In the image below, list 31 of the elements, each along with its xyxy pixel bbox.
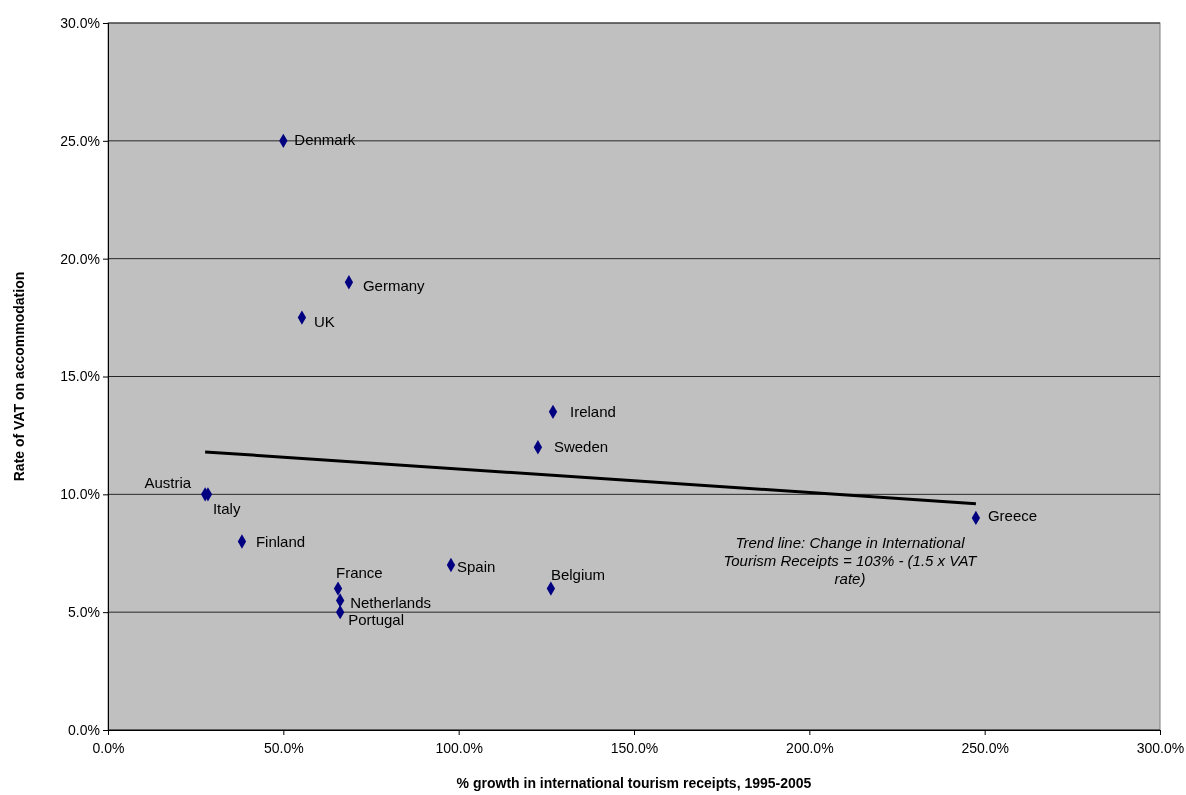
y-tick-label: 5.0% bbox=[68, 604, 100, 621]
x-tick-label: 150.0% bbox=[610, 740, 659, 757]
x-tick-label: 0.0% bbox=[92, 740, 125, 757]
annotation: Trend line: Change in International Tourism Receipts = 103% - (1.5 x VAT rate) bbox=[723, 534, 979, 587]
y-tick-label: 15.0% bbox=[60, 368, 100, 385]
x-tick-label: 100.0% bbox=[435, 740, 483, 757]
y-tick-label: 10.0% bbox=[60, 486, 100, 503]
annotation: Spain bbox=[456, 558, 496, 576]
annotation: Netherlands bbox=[350, 593, 432, 611]
x-tick-label: 50.0% bbox=[263, 740, 304, 757]
annotation: Sweden bbox=[553, 438, 609, 456]
annotation: Portugal bbox=[348, 611, 405, 629]
y-tick-label: 25.0% bbox=[60, 132, 100, 149]
x-axis-title: % growth in international tourism receipts, 1995-2005 bbox=[456, 775, 812, 791]
annotation: Ireland bbox=[570, 403, 616, 421]
x-tick-label: 300.0% bbox=[1136, 740, 1185, 757]
y-tick-label: 30.0% bbox=[60, 14, 100, 31]
annotation: Greece bbox=[987, 507, 1038, 525]
annotation: Austria bbox=[144, 473, 192, 491]
y-tick-label: 0.0% bbox=[68, 721, 100, 738]
annotation: France bbox=[336, 563, 383, 581]
annotation: Germany bbox=[362, 277, 426, 295]
annotation: Denmark bbox=[294, 131, 356, 149]
annotation: Italy bbox=[212, 499, 241, 517]
x-tick-label: 200.0% bbox=[786, 740, 834, 757]
x-tick-label: 250.0% bbox=[961, 740, 1009, 757]
annotation: Belgium bbox=[550, 565, 606, 583]
y-tick-label: 20.0% bbox=[60, 250, 100, 267]
annotation: Finland bbox=[255, 532, 306, 550]
y-axis-title: Rate of VAT on accommodation bbox=[11, 271, 27, 482]
annotation: UK bbox=[313, 312, 335, 330]
